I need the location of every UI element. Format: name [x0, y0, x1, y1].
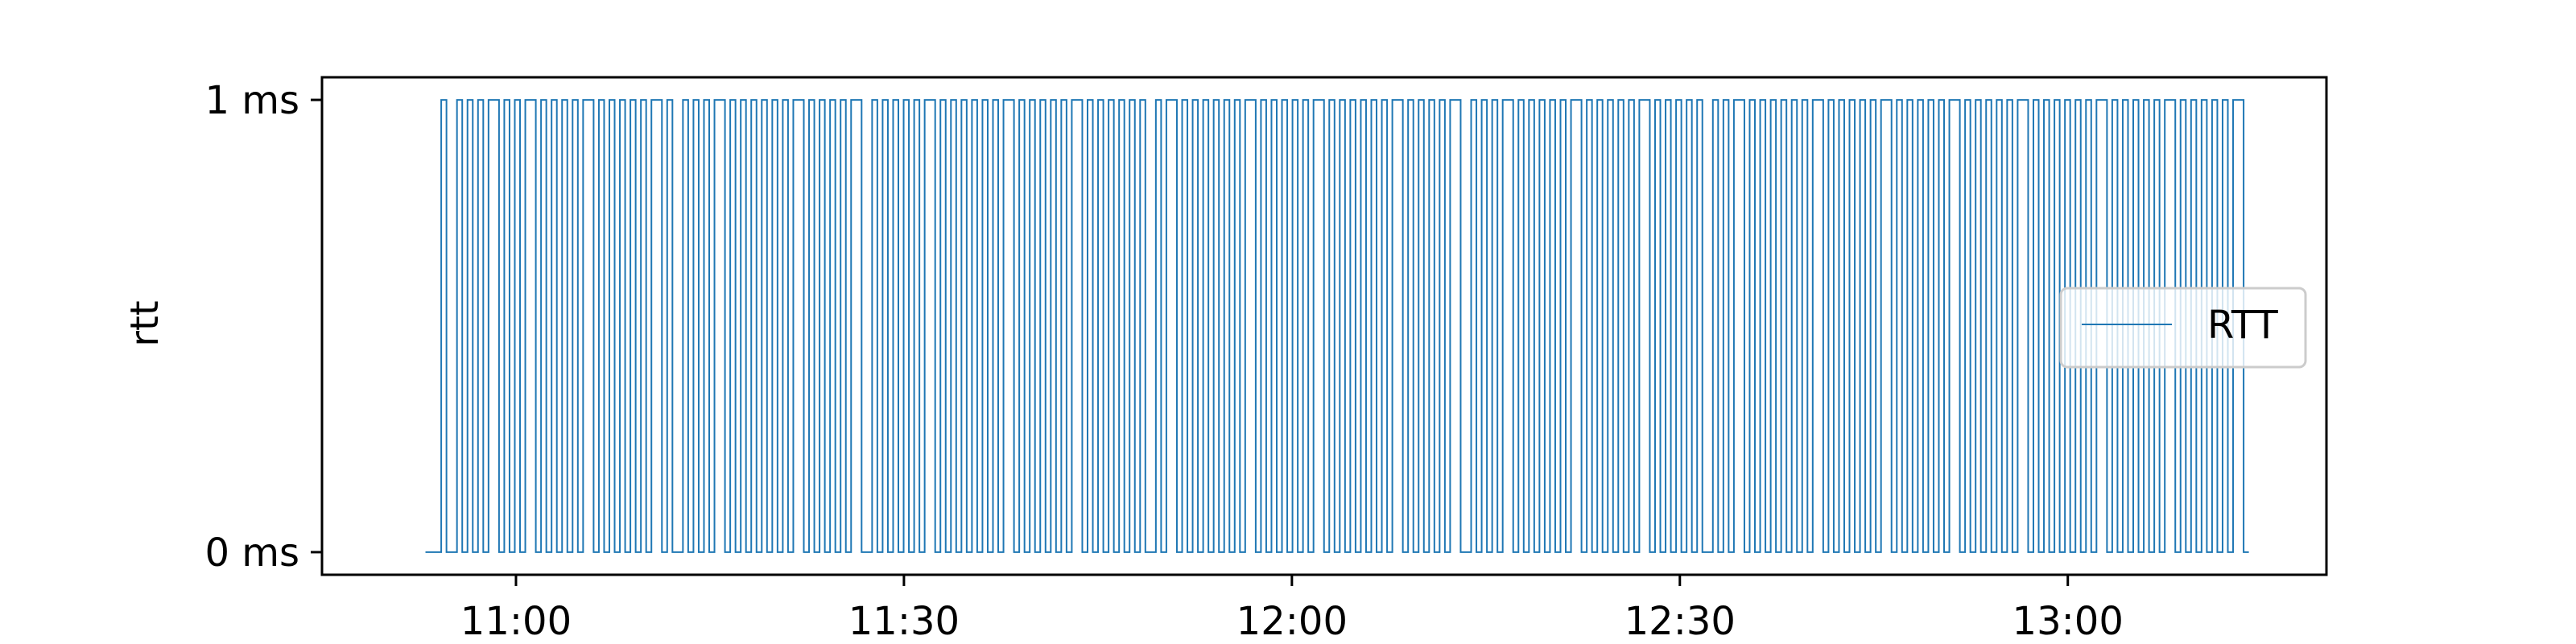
x-tick-label: 11:00 [460, 599, 572, 644]
series-line-rtt [425, 99, 2249, 553]
x-tick-label: 11:30 [848, 599, 960, 644]
x-axis: 11:00 11:30 12:00 12:30 13:00 [460, 575, 2124, 644]
legend-label-rtt: RTT [2207, 303, 2278, 348]
x-tick-label: 13:00 [2013, 599, 2124, 644]
plot-area [425, 99, 2249, 553]
y-tick-label: 0 ms [204, 530, 299, 576]
y-tick-label: 1 ms [204, 78, 299, 123]
x-tick-label: 12:30 [1624, 599, 1736, 644]
legend-box [2059, 287, 2307, 369]
y-axis-label: rtt [122, 300, 167, 346]
axes-frame [320, 76, 2328, 576]
y-axis: 0 ms 1 ms [204, 78, 322, 576]
series-layer [425, 99, 2249, 553]
legend: RTT [2059, 287, 2307, 369]
x-tick-label: 12:00 [1236, 599, 1348, 644]
